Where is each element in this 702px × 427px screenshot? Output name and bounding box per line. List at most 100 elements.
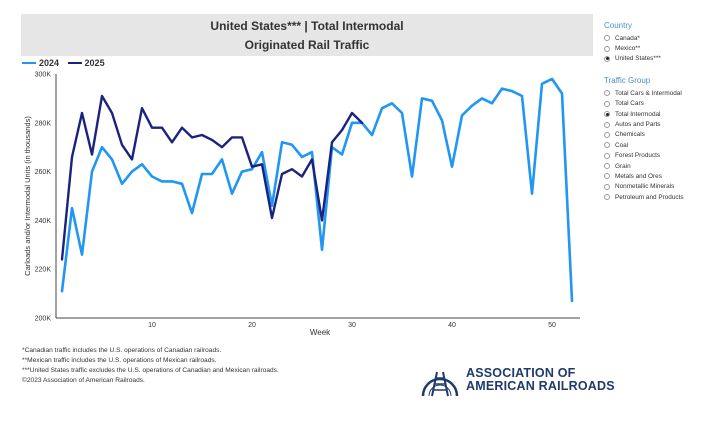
data-point-2024 <box>121 182 123 185</box>
data-point-2025 <box>241 136 243 139</box>
radio-label: United States*** <box>615 55 661 63</box>
radio-label: Forest Products <box>615 152 661 160</box>
data-point-2025 <box>81 112 83 114</box>
legend-item-2025[interactable]: 2025 <box>67 58 105 68</box>
data-point-2024 <box>321 248 323 251</box>
country-group: Country Canada* Mexico** United States*** <box>604 21 702 64</box>
x-tick-label: 50 <box>548 322 556 329</box>
y-axis-label: Carloads and/or Intermodal Units (in tho… <box>23 116 32 276</box>
data-point-2024 <box>401 112 403 114</box>
radio-button[interactable] <box>604 142 610 149</box>
data-point-2024 <box>91 170 93 173</box>
data-point-2024 <box>501 87 503 90</box>
data-point-2024 <box>471 104 473 107</box>
data-point-2024 <box>561 92 563 95</box>
radio-button[interactable] <box>604 55 610 62</box>
data-point-2025 <box>291 168 293 171</box>
radio-button[interactable] <box>604 121 610 128</box>
series-line-2024 <box>60 77 574 303</box>
data-point-2025 <box>91 153 93 156</box>
y-tick-label: 280K <box>35 120 52 127</box>
data-point-2024 <box>531 192 533 195</box>
data-point-2024 <box>151 175 153 178</box>
data-point-2025 <box>151 126 153 129</box>
data-point-2024 <box>461 114 463 117</box>
data-point-2025 <box>211 138 213 141</box>
y-tick-label: 260K <box>35 169 52 176</box>
radio-label: Canada* <box>615 34 640 42</box>
x-tick-label: 30 <box>348 322 356 329</box>
radio-option[interactable]: United States*** <box>604 54 702 64</box>
data-point-2025 <box>101 95 103 97</box>
data-point-2024 <box>381 107 383 110</box>
data-point-2024 <box>61 290 63 293</box>
radio-option[interactable]: Nonmetallic Minerals <box>604 182 702 192</box>
x-tick-label: 20 <box>248 322 256 329</box>
data-point-2024 <box>231 192 233 195</box>
radio-label: Total Cars <box>615 100 644 108</box>
data-point-2024 <box>571 300 573 302</box>
radio-button[interactable] <box>604 152 610 159</box>
chart-subtitle: Originated Rail Traffic <box>244 38 370 52</box>
radio-option[interactable]: Coal <box>604 140 702 150</box>
radio-button[interactable] <box>604 100 610 107</box>
radio-option[interactable]: Canada* <box>604 33 702 43</box>
radio-label: Metals and Ores <box>615 172 662 180</box>
data-point-2025 <box>251 165 253 168</box>
data-point-2025 <box>311 158 313 161</box>
data-point-2025 <box>221 146 223 149</box>
data-point-2024 <box>511 90 513 92</box>
radio-button[interactable] <box>604 173 610 180</box>
data-point-2025 <box>271 217 273 219</box>
radio-button[interactable] <box>604 90 610 97</box>
radio-option[interactable]: Autos and Parts <box>604 119 702 129</box>
radio-option[interactable]: Metals and Ores <box>604 171 702 181</box>
data-point-2024 <box>211 173 213 175</box>
data-point-2024 <box>351 121 353 124</box>
radio-option[interactable]: Mexico** <box>604 43 702 53</box>
data-point-2025 <box>321 219 323 222</box>
data-point-2024 <box>451 165 453 168</box>
data-point-2024 <box>541 82 543 85</box>
radio-label: Nonmetallic Minerals <box>615 183 675 191</box>
line-chart: 200K 220K 240K 260K 280K 300K 10 20 30 40 50 Week Ca… <box>23 72 580 337</box>
data-point-2024 <box>271 204 273 207</box>
copyright: ©2023 Association of American Railroads. <box>22 377 145 384</box>
radio-button[interactable] <box>604 194 610 201</box>
x-axis-label: Week <box>310 328 331 337</box>
radio-label: Total Intermodal <box>615 110 661 118</box>
data-point-2024 <box>371 134 373 136</box>
y-tick-label: 200K <box>35 316 52 323</box>
data-point-2025 <box>131 158 133 161</box>
radio-label: Coal <box>615 141 629 149</box>
radio-option[interactable]: Total Cars <box>604 99 702 109</box>
radio-button[interactable] <box>604 131 610 138</box>
data-point-2024 <box>291 143 293 146</box>
radio-option[interactable]: Chemicals <box>604 130 702 140</box>
data-point-2024 <box>261 151 263 153</box>
radio-option[interactable]: Petroleum and Products <box>604 192 702 202</box>
data-point-2024 <box>411 175 413 178</box>
data-point-2025 <box>201 134 203 136</box>
radio-label: Grain <box>615 162 631 170</box>
radio-button[interactable] <box>604 45 610 52</box>
radio-button[interactable] <box>604 163 610 170</box>
data-point-2025 <box>341 129 343 132</box>
radio-option[interactable]: Grain <box>604 161 702 171</box>
radio-label: Autos and Parts <box>615 121 661 129</box>
radio-button[interactable] <box>604 35 610 42</box>
data-point-2024 <box>141 163 143 166</box>
data-point-2025 <box>161 126 163 129</box>
radio-option[interactable]: Total Intermodal <box>604 109 702 119</box>
data-point-2024 <box>551 77 553 80</box>
legend-item-2024[interactable]: 2024 <box>22 58 59 68</box>
radio-option[interactable]: Total Cars & Intermodal <box>604 88 702 98</box>
footnote: ***United States traffic excludes the U.… <box>22 367 279 374</box>
radio-label: Petroleum and Products <box>615 193 684 201</box>
radio-option[interactable]: Forest Products <box>604 151 702 161</box>
data-point-2024 <box>71 207 73 210</box>
country-group-title: Country <box>604 21 633 30</box>
radio-button[interactable] <box>604 183 610 190</box>
radio-button[interactable] <box>604 111 610 118</box>
data-point-2024 <box>241 170 243 173</box>
